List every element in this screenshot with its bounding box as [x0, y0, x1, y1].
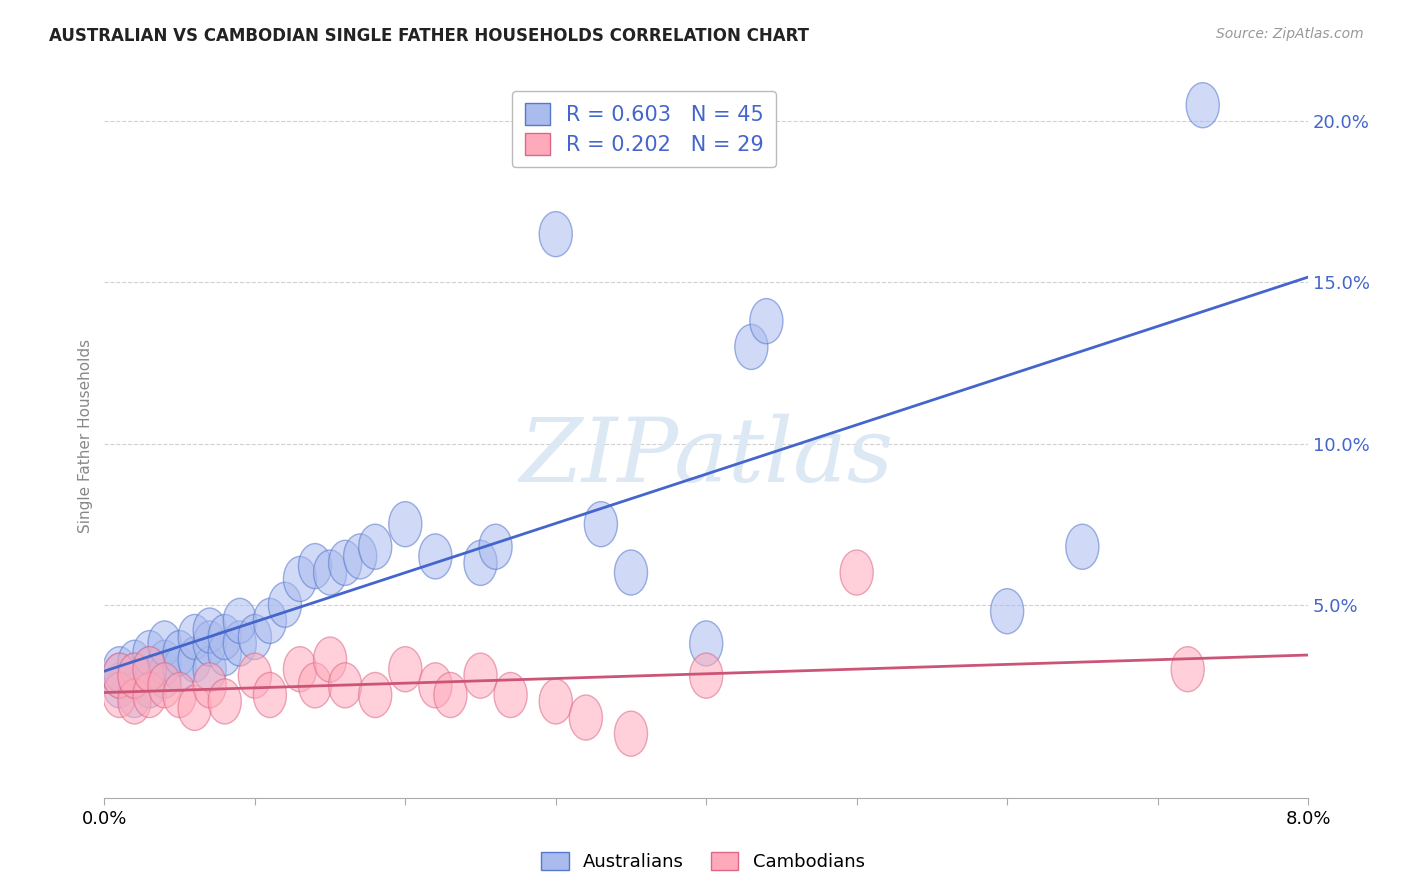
Ellipse shape — [749, 299, 783, 343]
Ellipse shape — [690, 653, 723, 698]
Ellipse shape — [134, 673, 166, 717]
Ellipse shape — [224, 621, 256, 666]
Ellipse shape — [148, 663, 181, 708]
Ellipse shape — [134, 631, 166, 675]
Legend: Australians, Cambodians: Australians, Cambodians — [534, 845, 872, 879]
Ellipse shape — [193, 621, 226, 666]
Ellipse shape — [585, 501, 617, 547]
Ellipse shape — [103, 663, 136, 708]
Ellipse shape — [329, 663, 361, 708]
Ellipse shape — [238, 615, 271, 659]
Ellipse shape — [179, 685, 211, 731]
Ellipse shape — [841, 550, 873, 595]
Ellipse shape — [163, 631, 197, 675]
Ellipse shape — [1171, 647, 1204, 692]
Ellipse shape — [193, 608, 226, 653]
Ellipse shape — [464, 653, 498, 698]
Ellipse shape — [479, 524, 512, 569]
Ellipse shape — [434, 673, 467, 717]
Ellipse shape — [134, 647, 166, 692]
Ellipse shape — [253, 599, 287, 643]
Ellipse shape — [134, 647, 166, 692]
Ellipse shape — [208, 679, 242, 724]
Ellipse shape — [614, 711, 648, 756]
Ellipse shape — [359, 673, 392, 717]
Ellipse shape — [238, 653, 271, 698]
Ellipse shape — [193, 663, 226, 708]
Ellipse shape — [569, 695, 602, 740]
Ellipse shape — [103, 653, 136, 698]
Ellipse shape — [148, 621, 181, 666]
Ellipse shape — [208, 631, 242, 675]
Ellipse shape — [163, 673, 197, 717]
Ellipse shape — [735, 325, 768, 369]
Ellipse shape — [118, 653, 150, 698]
Ellipse shape — [991, 589, 1024, 634]
Text: Source: ZipAtlas.com: Source: ZipAtlas.com — [1216, 27, 1364, 41]
Ellipse shape — [690, 621, 723, 666]
Text: ZIPatlas: ZIPatlas — [519, 414, 893, 500]
Text: AUSTRALIAN VS CAMBODIAN SINGLE FATHER HOUSEHOLDS CORRELATION CHART: AUSTRALIAN VS CAMBODIAN SINGLE FATHER HO… — [49, 27, 810, 45]
Ellipse shape — [118, 640, 150, 685]
Ellipse shape — [148, 640, 181, 685]
Ellipse shape — [464, 541, 498, 585]
Ellipse shape — [118, 653, 150, 698]
Ellipse shape — [419, 663, 451, 708]
Ellipse shape — [540, 211, 572, 257]
Ellipse shape — [329, 541, 361, 585]
Ellipse shape — [494, 673, 527, 717]
Ellipse shape — [269, 582, 301, 627]
Ellipse shape — [284, 557, 316, 601]
Ellipse shape — [193, 647, 226, 692]
Ellipse shape — [224, 599, 256, 643]
Ellipse shape — [614, 550, 648, 595]
Ellipse shape — [148, 653, 181, 698]
Ellipse shape — [314, 637, 347, 682]
Ellipse shape — [118, 679, 150, 724]
Ellipse shape — [103, 673, 136, 717]
Ellipse shape — [298, 663, 332, 708]
Ellipse shape — [208, 615, 242, 659]
Ellipse shape — [179, 615, 211, 659]
Y-axis label: Single Father Households: Single Father Households — [79, 338, 93, 533]
Ellipse shape — [298, 543, 332, 589]
Ellipse shape — [343, 533, 377, 579]
Ellipse shape — [179, 637, 211, 682]
Ellipse shape — [253, 673, 287, 717]
Ellipse shape — [388, 501, 422, 547]
Ellipse shape — [118, 673, 150, 717]
Ellipse shape — [284, 647, 316, 692]
Ellipse shape — [419, 533, 451, 579]
Legend: R = 0.603   N = 45, R = 0.202   N = 29: R = 0.603 N = 45, R = 0.202 N = 29 — [512, 91, 776, 168]
Ellipse shape — [103, 653, 136, 698]
Ellipse shape — [1187, 83, 1219, 128]
Ellipse shape — [103, 647, 136, 692]
Ellipse shape — [388, 647, 422, 692]
Ellipse shape — [314, 550, 347, 595]
Ellipse shape — [1066, 524, 1099, 569]
Ellipse shape — [359, 524, 392, 569]
Ellipse shape — [134, 663, 166, 708]
Ellipse shape — [163, 647, 197, 692]
Ellipse shape — [540, 679, 572, 724]
